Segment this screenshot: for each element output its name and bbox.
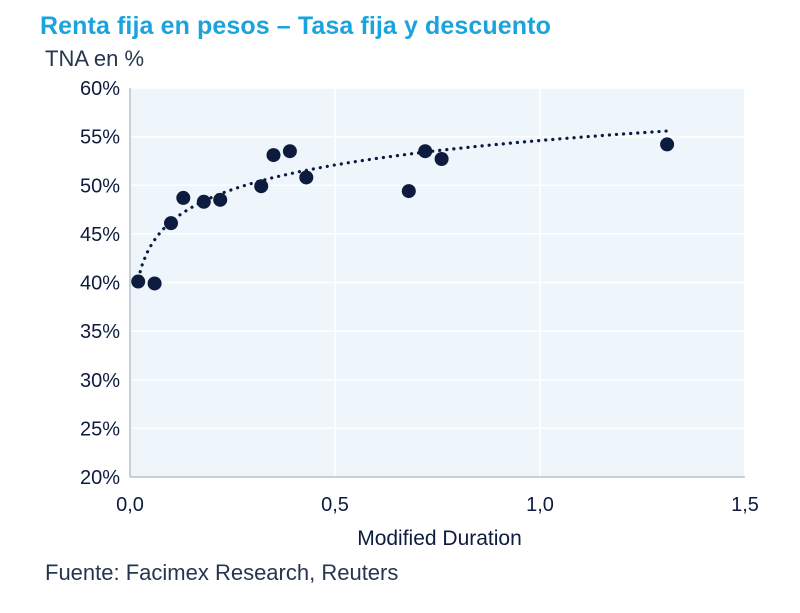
- data-point: [164, 216, 178, 231]
- source-note: Fuente: Facimex Research, Reuters: [45, 560, 399, 585]
- data-point: [196, 194, 211, 209]
- y-tick-label: 25%: [80, 418, 120, 440]
- x-tick-labels: 0,0 0,5 1,0 1,5: [116, 494, 759, 516]
- data-point: [282, 144, 297, 159]
- y-tick-labels: 20% 25% 30% 35% 40% 45% 50% 55% 60%: [80, 78, 120, 489]
- data-point: [418, 144, 433, 159]
- y-tick-label: 45%: [80, 224, 120, 246]
- data-point: [131, 274, 146, 289]
- x-tick-label: 1,0: [526, 494, 554, 516]
- gridlines: [130, 87, 746, 477]
- axes: [129, 88, 745, 478]
- y-tick-label: 30%: [80, 370, 120, 392]
- data-point: [176, 190, 191, 205]
- data-point: [660, 137, 675, 152]
- x-tick-label: 0,0: [116, 494, 144, 516]
- data-point: [266, 148, 281, 163]
- y-tick-label: 50%: [80, 175, 120, 197]
- y-axis-unit-label: TNA en %: [45, 46, 145, 71]
- y-tick-label: 60%: [80, 78, 120, 100]
- y-tick-label: 40%: [80, 273, 120, 295]
- data-points: [131, 137, 675, 291]
- y-tick-label: 35%: [80, 321, 120, 343]
- chart-title: Renta fija en pesos – Tasa fija y descue…: [40, 12, 551, 40]
- data-point: [147, 276, 162, 291]
- x-tick-label: 0,5: [321, 494, 349, 516]
- y-tick-label: 20%: [80, 467, 120, 489]
- data-point: [299, 170, 314, 185]
- x-axis-label: Modified Duration: [357, 527, 522, 550]
- x-tick-label: 1,5: [731, 494, 759, 516]
- data-point: [401, 184, 416, 199]
- y-tick-label: 55%: [80, 127, 120, 149]
- data-point: [213, 192, 228, 207]
- data-point: [434, 151, 449, 166]
- data-point: [254, 179, 269, 194]
